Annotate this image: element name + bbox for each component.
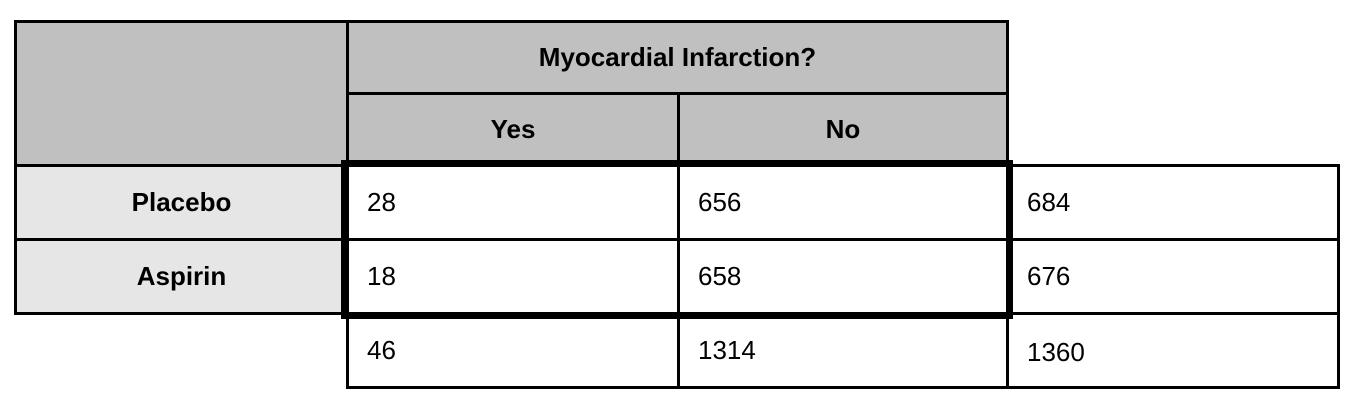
row-header-label: Aspirin <box>136 261 227 291</box>
group-header-label: Myocardial Infarction? <box>538 42 817 72</box>
cell-aspirin-no: 658 <box>677 238 1009 315</box>
row-header-label: Placebo <box>131 187 232 217</box>
column-total-yes: 46 <box>346 312 680 389</box>
cell-value: 1314 <box>698 335 756 365</box>
row-total-aspirin: 676 <box>1006 238 1340 315</box>
row-header-placebo: Placebo <box>14 164 349 241</box>
group-header-myocardial-infarction: Myocardial Infarction? <box>346 20 1009 95</box>
column-header-no: No <box>677 92 1009 167</box>
row-header-aspirin: Aspirin <box>14 238 349 315</box>
cell-value: 18 <box>367 261 396 291</box>
grand-total: 1360 <box>1006 312 1340 389</box>
cell-value: 656 <box>698 187 742 217</box>
cell-value: 684 <box>1027 187 1071 217</box>
cell-value: 658 <box>698 261 742 291</box>
cell-value: 676 <box>1027 261 1071 291</box>
column-header-label: No <box>825 114 861 144</box>
cell-placebo-yes: 28 <box>346 164 680 241</box>
row-total-placebo: 684 <box>1006 164 1340 241</box>
column-header-yes: Yes <box>346 92 680 167</box>
cell-value: 1360 <box>1027 337 1085 367</box>
cell-aspirin-yes: 18 <box>346 238 680 315</box>
column-total-no: 1314 <box>677 312 1009 389</box>
corner-header-cell <box>14 20 349 167</box>
cell-placebo-no: 656 <box>677 164 1009 241</box>
column-header-label: Yes <box>490 114 536 144</box>
cell-value: 28 <box>367 187 396 217</box>
cell-value: 46 <box>367 335 396 365</box>
